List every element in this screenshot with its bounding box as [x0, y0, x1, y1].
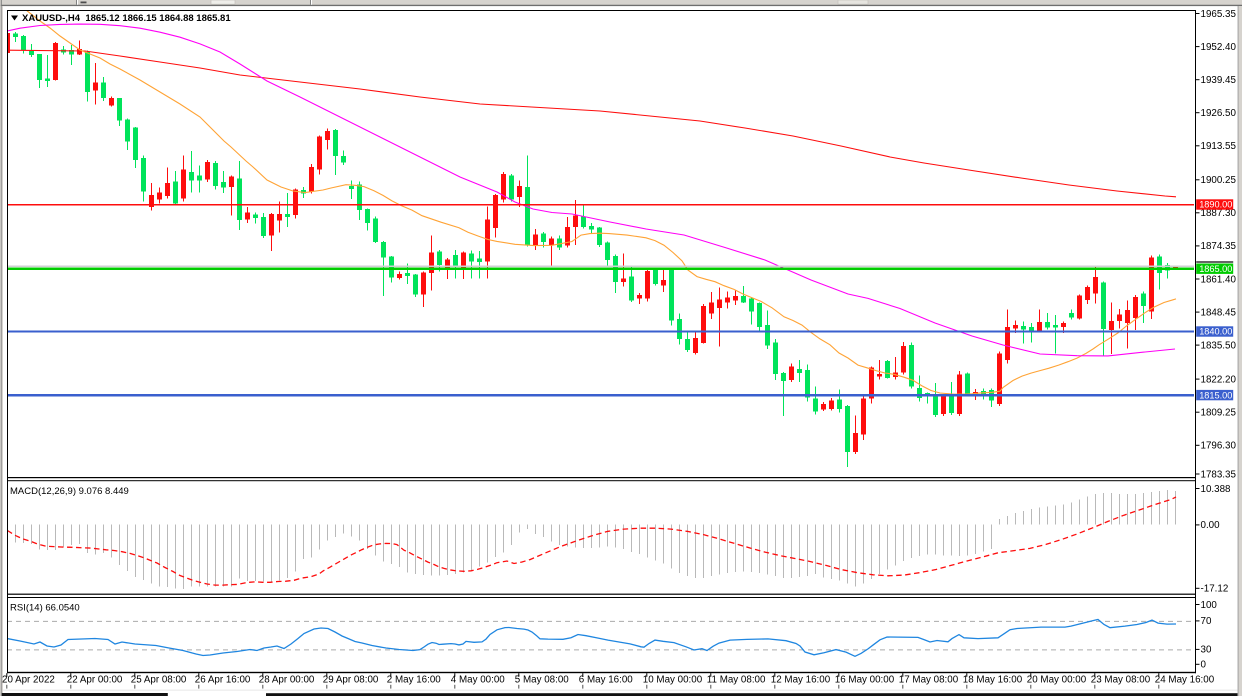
svg-text:100: 100 [1201, 600, 1218, 611]
svg-text:5 May 08:00: 5 May 08:00 [515, 675, 569, 686]
svg-text:1835.50: 1835.50 [1201, 340, 1237, 351]
svg-text:6 May 16:00: 6 May 16:00 [579, 675, 633, 686]
svg-text:2 May 16:00: 2 May 16:00 [387, 675, 441, 686]
svg-text:1952.40: 1952.40 [1201, 42, 1237, 53]
svg-text:29 Apr 08:00: 29 Apr 08:00 [323, 675, 379, 686]
svg-text:1926.50: 1926.50 [1201, 108, 1237, 119]
svg-text:4 May 00:00: 4 May 00:00 [451, 675, 505, 686]
svg-text:1840.00: 1840.00 [1199, 327, 1232, 337]
svg-text:1796.30: 1796.30 [1201, 441, 1237, 452]
svg-text:1939.45: 1939.45 [1201, 75, 1237, 86]
svg-text:1822.20: 1822.20 [1201, 374, 1237, 385]
svg-text:-17.12: -17.12 [1201, 584, 1229, 595]
svg-text:1815.00: 1815.00 [1199, 390, 1232, 400]
svg-text:22 Apr 00:00: 22 Apr 00:00 [67, 675, 123, 686]
svg-text:20 Apr 2022: 20 Apr 2022 [2, 675, 55, 686]
svg-text:1783.35: 1783.35 [1201, 469, 1237, 480]
svg-text:1865.00: 1865.00 [1199, 264, 1232, 274]
svg-text:28 Apr 00:00: 28 Apr 00:00 [259, 675, 315, 686]
svg-text:18 May 16:00: 18 May 16:00 [963, 675, 1023, 686]
svg-text:1887.30: 1887.30 [1201, 208, 1237, 219]
svg-text:MACD(12,26,9) 9.076 8.449: MACD(12,26,9) 9.076 8.449 [10, 486, 129, 497]
svg-text:1874.35: 1874.35 [1201, 241, 1237, 252]
svg-text:0: 0 [1201, 660, 1207, 671]
svg-text:25 Apr 08:00: 25 Apr 08:00 [131, 675, 187, 686]
svg-text:30: 30 [1201, 645, 1212, 656]
svg-text:10.388: 10.388 [1201, 484, 1232, 495]
svg-text:1890.00: 1890.00 [1199, 200, 1232, 210]
svg-text:1848.45: 1848.45 [1201, 307, 1237, 318]
svg-text:10 May 00:00: 10 May 00:00 [643, 675, 703, 686]
svg-text:20 May 00:00: 20 May 00:00 [1027, 675, 1087, 686]
svg-text:1861.40: 1861.40 [1201, 274, 1237, 285]
svg-text:RSI(14) 66.0540: RSI(14) 66.0540 [10, 603, 80, 614]
svg-text:1809.25: 1809.25 [1201, 408, 1237, 419]
svg-text:16 May 00:00: 16 May 00:00 [835, 675, 895, 686]
svg-text:24 May 16:00: 24 May 16:00 [1155, 675, 1215, 686]
svg-text:XAUUSD-,H4 1865.12 1866.15 18: XAUUSD-,H4 1865.12 1866.15 1864.88 1865.… [22, 13, 231, 24]
svg-text:17 May 08:00: 17 May 08:00 [899, 675, 959, 686]
svg-text:1965.35: 1965.35 [1201, 9, 1237, 20]
svg-text:70: 70 [1201, 616, 1212, 627]
svg-text:26 Apr 16:00: 26 Apr 16:00 [195, 675, 251, 686]
svg-text:11 May 08:00: 11 May 08:00 [707, 675, 766, 686]
svg-text:12 May 16:00: 12 May 16:00 [771, 675, 831, 686]
svg-text:0.00: 0.00 [1201, 520, 1221, 531]
svg-text:23 May 08:00: 23 May 08:00 [1091, 675, 1151, 686]
svg-text:1900.25: 1900.25 [1201, 175, 1237, 186]
svg-text:1913.55: 1913.55 [1201, 141, 1237, 152]
